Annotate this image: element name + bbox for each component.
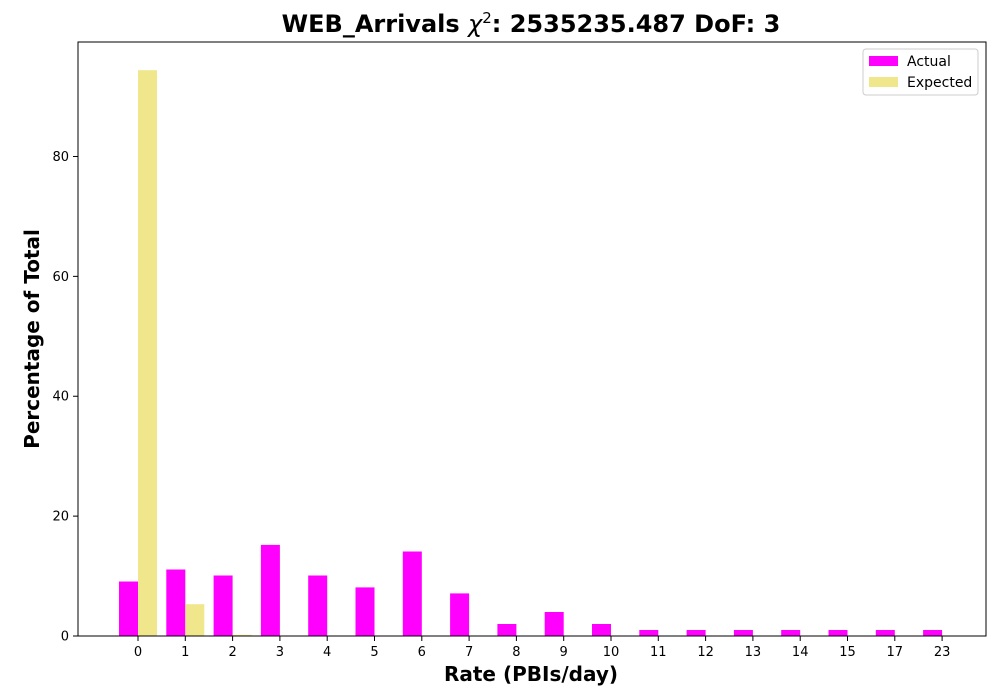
bar-actual-11 [639,630,659,636]
bar-actual-5 [355,587,375,636]
x-tick-label: 8 [512,645,520,660]
x-tick-label: 4 [323,645,331,660]
legend-swatch-expected [869,77,898,87]
y-axis-label: Percentage of Total [20,229,44,449]
bar-actual-7 [450,593,470,636]
bar-actual-17 [875,630,895,636]
legend-swatch-actual [869,56,898,66]
x-tick-label: 23 [934,645,951,660]
bar-actual-9 [544,612,564,636]
bar-actual-2 [213,575,233,636]
bar-actual-8 [497,624,517,636]
bar-actual-23 [923,630,943,636]
plot-frame [77,41,987,637]
bar-actual-14 [781,630,801,636]
chi-superscript: 2 [482,9,492,27]
y-tick-label: 20 [52,510,69,525]
x-axis-label: Rate (PBIs/day) [444,662,618,686]
bar-actual-10 [592,624,611,636]
x-tick-label: 11 [650,645,667,660]
x-tick-label: 9 [560,645,568,660]
chart-title-suffix: : 2535235.487 DoF: 3 [492,10,781,38]
bar-actual-15 [828,630,848,636]
y-axis-ticks: 0 20 40 60 80 [52,150,78,645]
legend-label-actual: Actual [907,54,951,70]
bar-actual-1 [166,569,186,636]
bar-actual-0 [119,581,138,636]
x-tick-label: 17 [887,645,904,660]
bar-actual-12 [686,630,706,636]
legend: Actual Expected [862,48,979,96]
bar-actual-3 [260,544,280,636]
bar-actual-13 [733,630,753,636]
bars-group [119,70,943,636]
chart-title: WEB_Arrivals χ2: 2535235.487 DoF: 3 [282,9,781,38]
x-tick-label: 15 [839,645,856,660]
x-tick-label: 14 [792,645,809,660]
y-tick-label: 80 [52,150,69,165]
y-tick-label: 0 [61,630,69,645]
x-tick-label: 0 [134,645,142,660]
x-tick-label: 1 [181,645,189,660]
x-tick-label: 13 [745,645,762,660]
x-tick-label: 12 [697,645,714,660]
x-tick-label: 10 [603,645,620,660]
bar-expected-0 [138,70,157,636]
x-tick-label: 6 [418,645,426,660]
bar-actual-4 [308,575,328,636]
chart-title-prefix: WEB_Arrivals [282,10,468,38]
x-tick-label: 5 [370,645,378,660]
chi-symbol: χ [466,10,483,38]
bar-expected-2 [232,634,252,636]
bar-expected-1 [185,604,205,636]
x-axis-ticks: 0 1 2 3 4 5 6 7 8 9 10 11 12 13 14 15 17 23 [134,636,951,660]
bar-actual-6 [402,551,422,636]
x-tick-label: 7 [465,645,473,660]
x-tick-label: 3 [276,645,284,660]
y-tick-label: 40 [52,390,69,405]
legend-label-expected: Expected [907,75,972,91]
y-tick-label: 60 [52,270,69,285]
x-tick-label: 2 [228,645,236,660]
